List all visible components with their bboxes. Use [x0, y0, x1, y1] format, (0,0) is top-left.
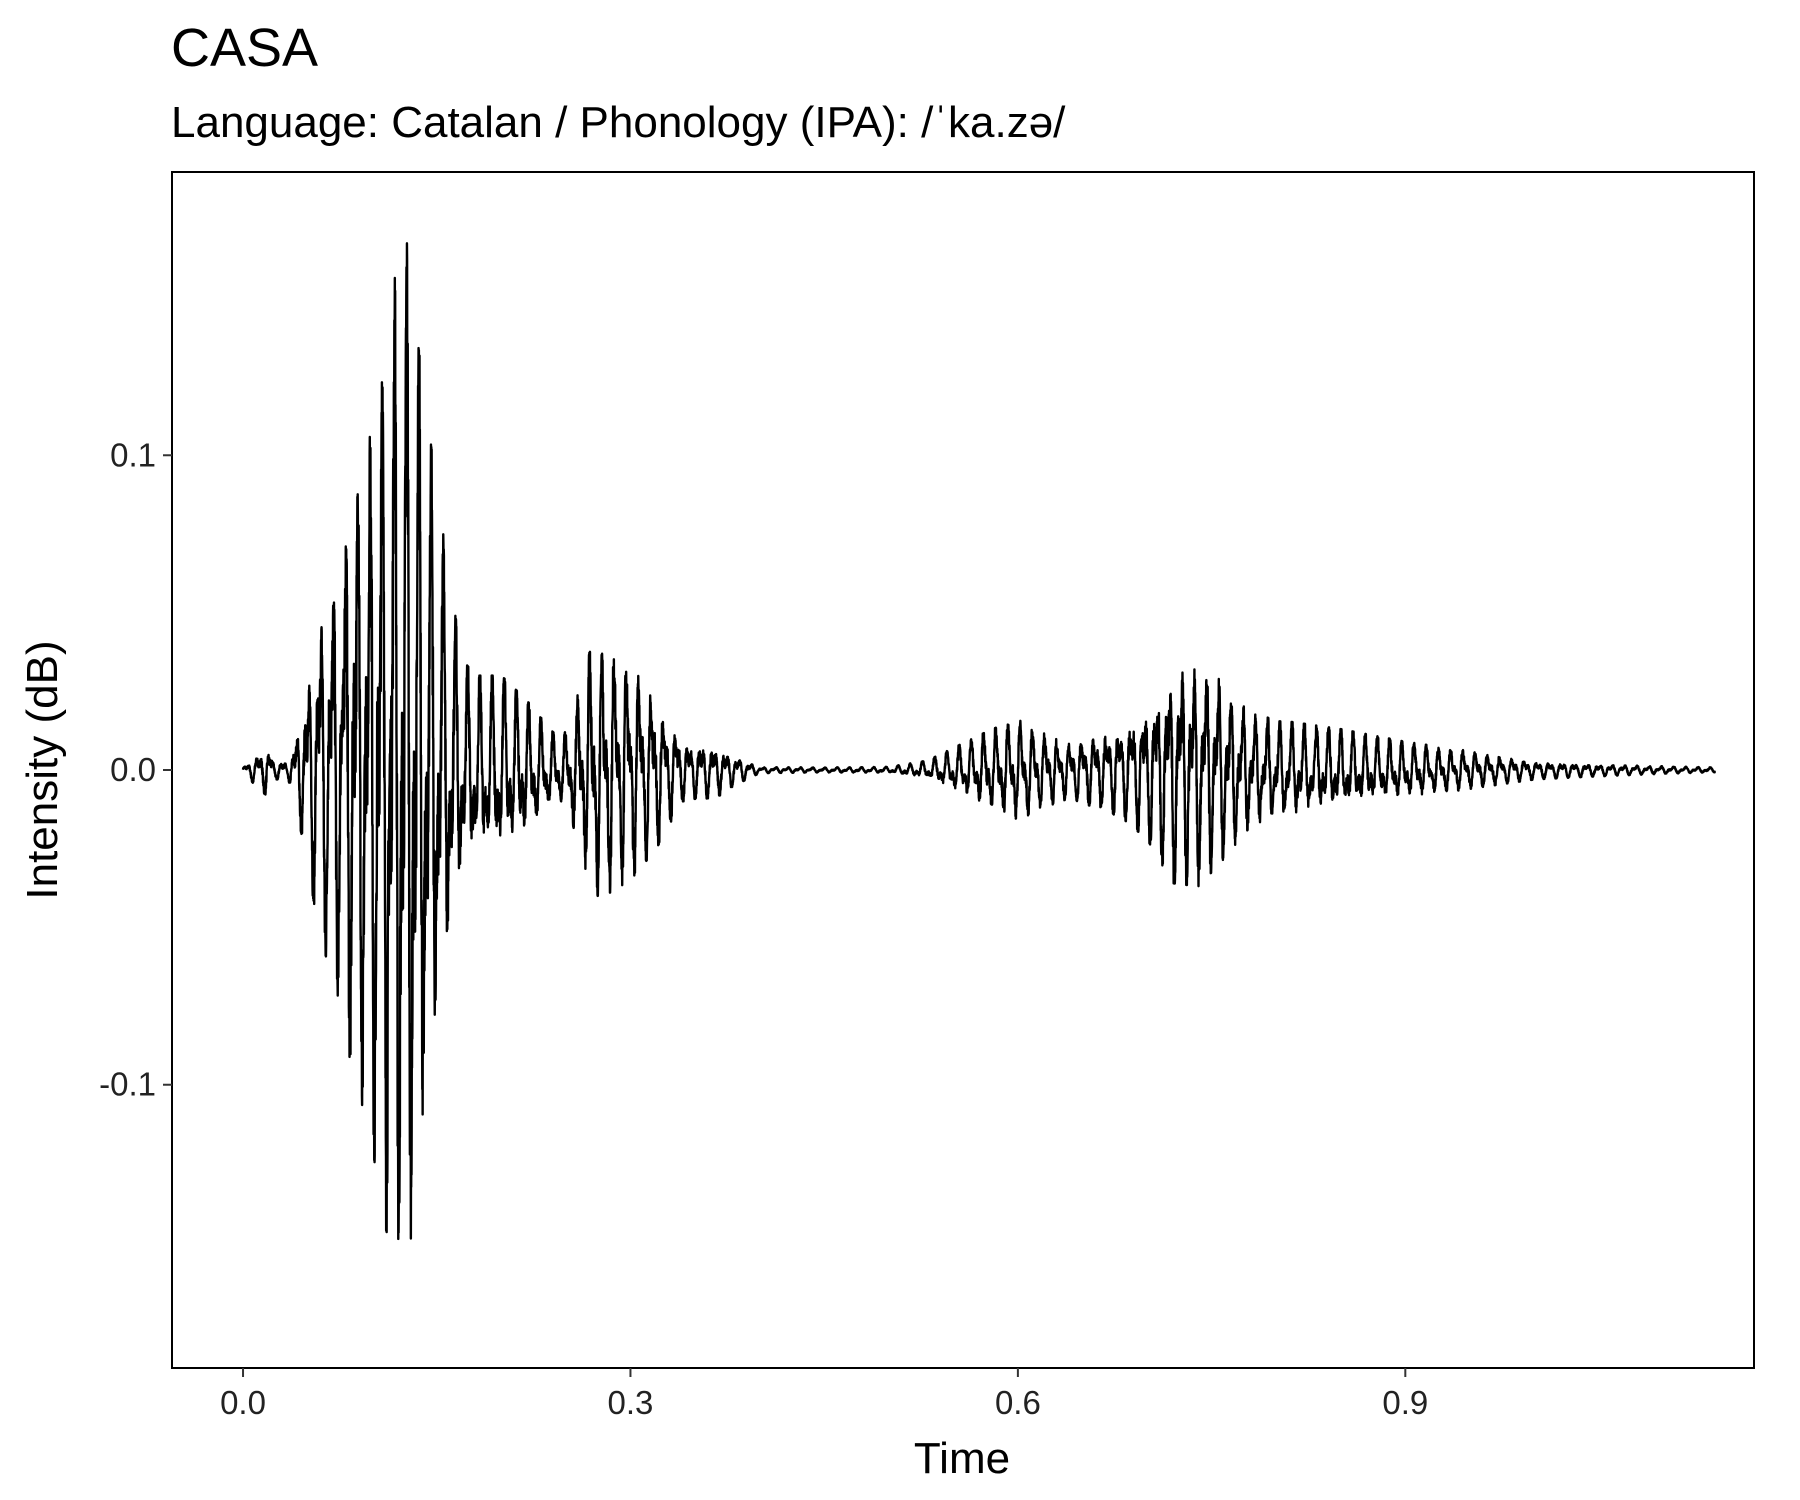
waveform-series	[241, 242, 1717, 1241]
y-axis: -0.1 0.0 0.1	[99, 436, 172, 1103]
y-tick-label: 0.0	[110, 751, 156, 788]
x-tick-label: 0.3	[608, 1384, 654, 1421]
x-axis: 0.0 0.3 0.6 0.9	[220, 1368, 1428, 1421]
chart-title: CASA	[171, 18, 318, 78]
waveform-line	[241, 242, 1717, 1241]
chart-subtitle: Language: Catalan / Phonology (IPA): /ˈk…	[171, 98, 1066, 147]
y-tick-label: -0.1	[99, 1066, 156, 1103]
x-tick-label: 0.9	[1382, 1384, 1428, 1421]
y-tick-label: 0.1	[110, 436, 156, 473]
x-axis-title: Time	[914, 1434, 1010, 1483]
y-axis-title: Intensity (dB)	[18, 640, 67, 899]
x-tick-label: 0.6	[995, 1384, 1041, 1421]
x-tick-label: 0.0	[220, 1384, 266, 1421]
